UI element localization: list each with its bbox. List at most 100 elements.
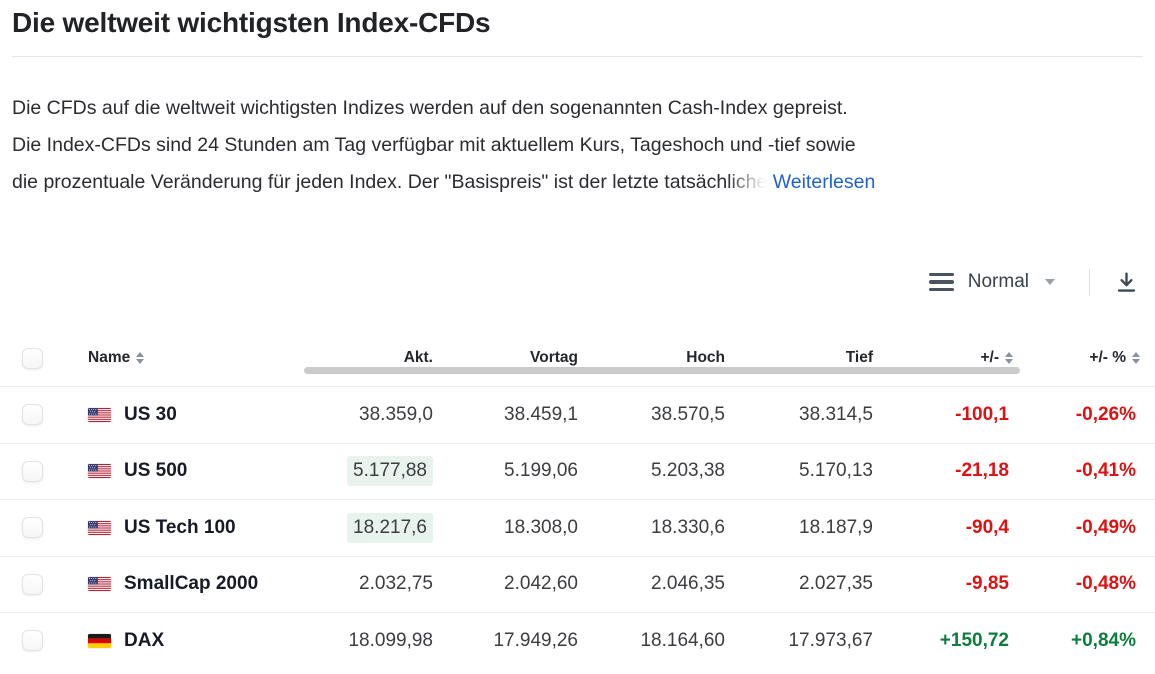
instrument-name-cell: US 30 (66, 404, 306, 426)
change-value: +150,72 (939, 629, 1009, 651)
low-value: 2.027,35 (799, 573, 873, 595)
row-checkbox-cell (0, 517, 66, 539)
change-percent-cell: -0,48% (1013, 573, 1140, 595)
last-price-cell: 18.099,98 (306, 630, 433, 652)
change-percent-value: -0,49% (1075, 516, 1136, 538)
instrument-name-cell: US 500 (66, 460, 306, 482)
high-value: 5.203,38 (651, 460, 725, 482)
select-all-checkbox[interactable] (22, 347, 43, 369)
row-checkbox[interactable] (22, 517, 43, 539)
description-line-3: die prozentuale Veränderung für jeden In… (12, 164, 1140, 201)
column-header-hoch[interactable]: Hoch (578, 349, 725, 367)
column-header-tief[interactable]: Tief (725, 349, 873, 367)
prev-close-value: 2.042,60 (504, 573, 578, 595)
last-price-cell: 5.177,88 (306, 456, 433, 487)
row-checkbox[interactable] (22, 404, 43, 426)
change-cell: -9,85 (873, 573, 1013, 595)
table-row: SmallCap 2000 2.032,75 2.042,60 2.046,35 2.0… (0, 555, 1155, 613)
index-cfds-table: Name Akt. Vortag Hoch Tief +/- +/- % US … (0, 330, 1155, 669)
column-header-name[interactable]: Name (66, 349, 306, 367)
low-value: 5.170,13 (799, 460, 873, 482)
sort-arrows-icon (1132, 351, 1140, 365)
prev-close-value: 17.949,26 (493, 629, 578, 651)
instrument-name-link[interactable]: US Tech 100 (124, 516, 236, 538)
high-cell: 2.046,35 (578, 573, 725, 595)
density-icon (928, 272, 954, 292)
change-percent-value: -0,41% (1075, 460, 1136, 482)
table-row: US Tech 100 18.217,6 18.308,0 18.330,6 18.18… (0, 499, 1155, 556)
row-checkbox[interactable] (22, 573, 43, 595)
high-cell: 18.330,6 (578, 517, 725, 539)
change-percent-cell: -0,49% (1013, 517, 1140, 539)
column-header-vortag[interactable]: Vortag (433, 349, 578, 367)
last-price-cell: 18.217,6 (306, 512, 433, 543)
sort-arrows-icon (136, 351, 145, 365)
download-icon (1117, 271, 1136, 292)
us-flag-icon (88, 464, 111, 479)
description-line-1: Die CFDs auf die weltweit wichtigsten In… (12, 97, 848, 119)
change-cell: -100,1 (873, 404, 1013, 426)
column-header-akt-label: Akt. (403, 349, 433, 366)
title-divider (12, 56, 1143, 57)
last-price-value: 18.217,6 (347, 512, 433, 543)
toolbar-divider (1089, 268, 1090, 296)
instrument-name-link[interactable]: SmallCap 2000 (124, 573, 259, 595)
column-header-akt[interactable]: Akt. (306, 349, 433, 367)
instrument-name-link[interactable]: DAX (124, 629, 165, 651)
change-percent-cell: +0,84% (1013, 630, 1140, 652)
change-percent-value: -0,26% (1075, 403, 1136, 425)
view-mode-dropdown[interactable]: Normal (923, 267, 1061, 297)
prev-close-cell: 2.042,60 (433, 573, 578, 595)
instrument-name-link[interactable]: US 500 (124, 460, 188, 482)
download-button[interactable] (1112, 268, 1141, 297)
de-flag-icon (88, 633, 111, 648)
change-value: -21,18 (955, 460, 1009, 482)
change-percent-value: -0,48% (1075, 573, 1136, 595)
header-checkbox-cell (0, 347, 66, 369)
last-price-value: 38.359,0 (359, 403, 433, 425)
column-header-chg-pct-label: +/- % (1089, 349, 1126, 366)
column-header-chg-label: +/- (980, 349, 999, 366)
page-description: Die CFDs auf die weltweit wichtigsten In… (12, 90, 1140, 201)
prev-close-cell: 17.949,26 (433, 630, 578, 652)
last-price-value: 2.032,75 (359, 573, 433, 595)
change-value: -90,4 (965, 516, 1009, 538)
change-percent-cell: -0,26% (1013, 404, 1140, 426)
us-flag-icon (88, 577, 111, 592)
high-value: 2.046,35 (651, 573, 725, 595)
table-row: DAX 18.099,98 17.949,26 18.164,60 17.973,67 +… (0, 612, 1155, 669)
horizontal-scrollbar[interactable] (304, 367, 1020, 374)
column-header-chg-pct[interactable]: +/- % (1013, 349, 1140, 367)
sort-arrows-icon (1005, 351, 1013, 365)
instrument-name-cell: SmallCap 2000 (66, 573, 306, 595)
chevron-down-icon (1045, 279, 1055, 285)
us-flag-icon (88, 520, 111, 535)
read-more-link[interactable]: Weiterlesen (772, 171, 876, 193)
table-body: US 30 38.359,0 38.459,1 38.570,5 38.314,5 -10… (0, 386, 1155, 669)
low-value: 38.314,5 (799, 403, 873, 425)
us-flag-icon (88, 407, 111, 422)
change-cell: -21,18 (873, 460, 1013, 482)
column-header-chg[interactable]: +/- (873, 349, 1013, 367)
prev-close-cell: 18.308,0 (433, 517, 578, 539)
high-cell: 5.203,38 (578, 460, 725, 482)
change-cell: +150,72 (873, 630, 1013, 652)
change-percent-value: +0,84% (1071, 629, 1136, 651)
high-value: 18.164,60 (640, 629, 725, 651)
last-price-cell: 2.032,75 (306, 573, 433, 595)
low-cell: 17.973,67 (725, 630, 873, 652)
high-cell: 38.570,5 (578, 404, 725, 426)
row-checkbox[interactable] (22, 630, 43, 652)
row-checkbox-cell (0, 573, 66, 595)
last-price-value: 18.099,98 (348, 629, 433, 651)
column-header-name-label: Name (88, 349, 131, 366)
last-price-cell: 38.359,0 (306, 404, 433, 426)
change-percent-cell: -0,41% (1013, 460, 1140, 482)
instrument-name-link[interactable]: US 30 (124, 403, 177, 425)
column-header-hoch-label: Hoch (686, 349, 725, 366)
description-fade-text: liche (727, 171, 768, 193)
row-checkbox[interactable] (22, 460, 43, 482)
page-title: Die weltweit wichtigsten Index-CFDs (12, 7, 491, 38)
table-toolbar: Normal (0, 263, 1141, 301)
change-cell: -90,4 (873, 517, 1013, 539)
